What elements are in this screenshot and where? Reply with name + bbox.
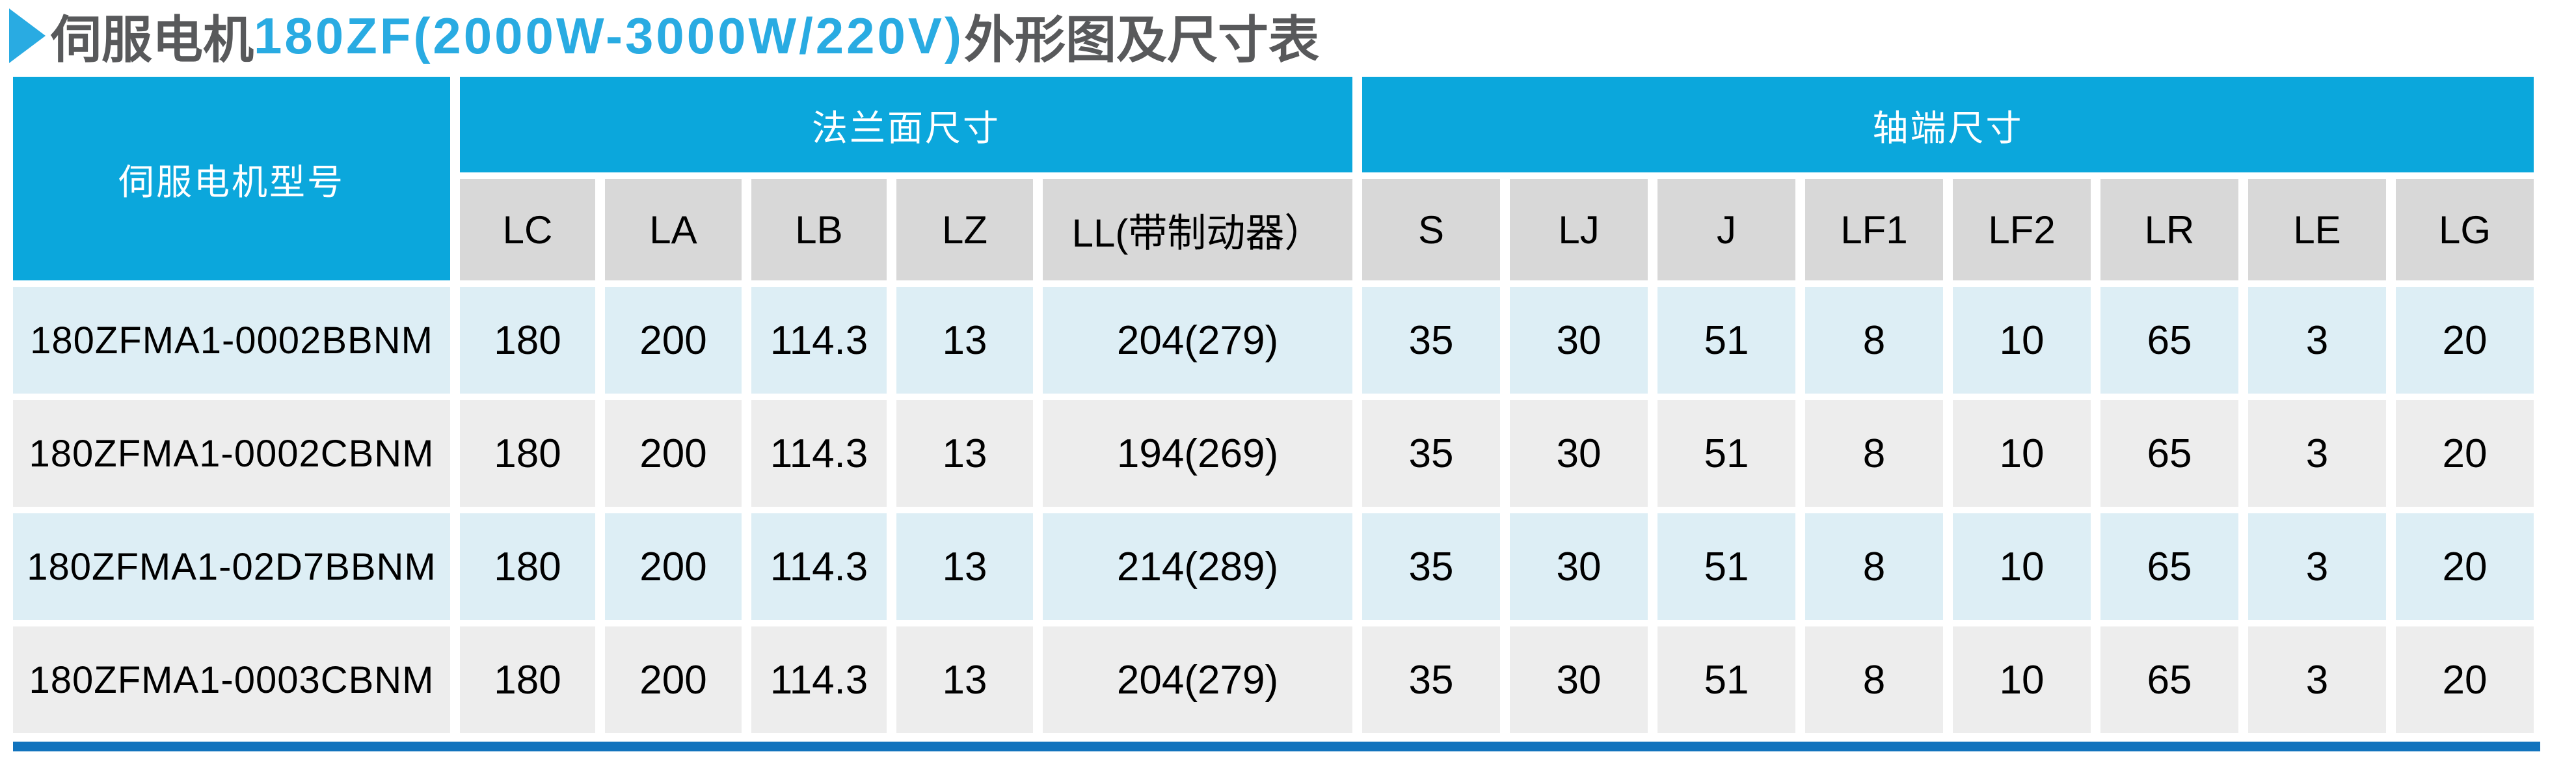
subheader-s: S (1362, 179, 1501, 280)
value-cell: 194(269) (1043, 400, 1353, 507)
value-cell: 35 (1362, 400, 1501, 507)
page-title: 伺服电机 180ZF(2000W-3000W/220V) 外形图及尺寸表 (9, 0, 1319, 72)
value-cell: 65 (2100, 513, 2239, 620)
value-cell: 65 (2100, 626, 2239, 733)
value-cell: 51 (1657, 626, 1796, 733)
subheader-lg: LG (2396, 179, 2534, 280)
header-group-flange: 法兰面尺寸 (460, 77, 1353, 172)
subheader-lc: LC (460, 179, 595, 280)
value-cell: 3 (2248, 626, 2387, 733)
subheader-lf1: LF1 (1805, 179, 1944, 280)
table-group-header-row: 伺服电机型号 法兰面尺寸 轴端尺寸 (13, 77, 2534, 280)
title-model-highlight: 180ZF(2000W-3000W/220V) (254, 7, 964, 64)
value-cell: 8 (1805, 287, 1944, 394)
value-cell: 30 (1510, 400, 1648, 507)
table-row: 180ZFMA1-02D7BBNM 180 200 114.3 13 214(2… (13, 513, 2534, 620)
value-cell: 10 (1953, 626, 2091, 733)
value-cell: 20 (2396, 400, 2534, 507)
table-row: 180ZFMA1-0002BBNM 180 200 114.3 13 204(2… (13, 287, 2534, 394)
subheader-ll-brake: LL(带制动器） (1043, 179, 1353, 280)
value-cell: 200 (605, 626, 742, 733)
value-cell: 200 (605, 513, 742, 620)
subheader-lz: LZ (896, 179, 1033, 280)
subheader-lb: LB (751, 179, 887, 280)
value-cell: 51 (1657, 287, 1796, 394)
value-cell: 35 (1362, 513, 1501, 620)
subheader-lj: LJ (1510, 179, 1648, 280)
value-cell: 35 (1362, 287, 1501, 394)
title-prefix: 伺服电机 (51, 11, 254, 68)
subheader-j: J (1657, 179, 1796, 280)
value-cell: 8 (1805, 400, 1944, 507)
value-cell: 3 (2248, 400, 2387, 507)
value-cell: 13 (896, 400, 1033, 507)
value-cell: 20 (2396, 626, 2534, 733)
value-cell: 30 (1510, 513, 1648, 620)
value-cell: 51 (1657, 513, 1796, 620)
value-cell: 3 (2248, 287, 2387, 394)
bottom-accent-bar (13, 742, 2540, 751)
value-cell: 20 (2396, 513, 2534, 620)
value-cell: 51 (1657, 400, 1796, 507)
value-cell: 65 (2100, 287, 2239, 394)
subheader-le: LE (2248, 179, 2387, 280)
value-cell: 114.3 (751, 287, 887, 394)
value-cell: 30 (1510, 626, 1648, 733)
model-cell: 180ZFMA1-0002CBNM (13, 400, 450, 507)
subheader-lf2: LF2 (1953, 179, 2091, 280)
model-cell: 180ZFMA1-0003CBNM (13, 626, 450, 733)
table-subheader-row: LC LA LB LZ LL(带制动器） S LJ J LF1 LF2 LR L… (13, 179, 2534, 280)
subheader-lr: LR (2100, 179, 2239, 280)
value-cell: 3 (2248, 513, 2387, 620)
dimension-table: 伺服电机型号 法兰面尺寸 轴端尺寸 LC LA LB LZ LL(带制动器） S… (3, 70, 2543, 740)
title-suffix: 外形图及尺寸表 (963, 11, 1319, 68)
value-cell: 200 (605, 400, 742, 507)
value-cell: 180 (460, 400, 595, 507)
value-cell: 30 (1510, 287, 1648, 394)
value-cell: 204(279) (1043, 626, 1353, 733)
subheader-la: LA (605, 179, 742, 280)
table-row: 180ZFMA1-0002CBNM 180 200 114.3 13 194(2… (13, 400, 2534, 507)
value-cell: 10 (1953, 287, 2091, 394)
value-cell: 214(289) (1043, 513, 1353, 620)
value-cell: 13 (896, 513, 1033, 620)
header-group-shaft: 轴端尺寸 (1362, 77, 2534, 172)
value-cell: 65 (2100, 400, 2239, 507)
value-cell: 8 (1805, 513, 1944, 620)
title-arrow-icon (9, 8, 46, 63)
value-cell: 114.3 (751, 626, 887, 733)
value-cell: 8 (1805, 626, 1944, 733)
value-cell: 10 (1953, 513, 2091, 620)
value-cell: 204(279) (1043, 287, 1353, 394)
value-cell: 180 (460, 626, 595, 733)
value-cell: 13 (896, 626, 1033, 733)
value-cell: 114.3 (751, 513, 887, 620)
value-cell: 10 (1953, 400, 2091, 507)
value-cell: 180 (460, 287, 595, 394)
header-model-column: 伺服电机型号 (13, 77, 450, 280)
value-cell: 13 (896, 287, 1033, 394)
value-cell: 200 (605, 287, 742, 394)
value-cell: 20 (2396, 287, 2534, 394)
table-row: 180ZFMA1-0003CBNM 180 200 114.3 13 204(2… (13, 626, 2534, 733)
value-cell: 114.3 (751, 400, 887, 507)
model-cell: 180ZFMA1-02D7BBNM (13, 513, 450, 620)
value-cell: 35 (1362, 626, 1501, 733)
model-cell: 180ZFMA1-0002BBNM (13, 287, 450, 394)
value-cell: 180 (460, 513, 595, 620)
